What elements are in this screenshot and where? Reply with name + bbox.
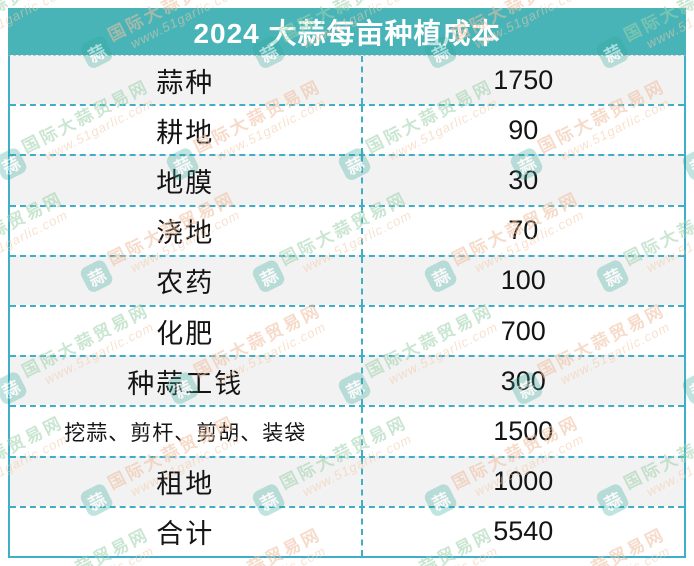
cost-item-label: 蒜种 xyxy=(10,56,363,105)
table-title-bar: 2024 大蒜每亩种植成本 xyxy=(8,8,686,55)
cost-item-value: 30 xyxy=(508,165,539,195)
table-row: 浇地 70 xyxy=(10,204,684,255)
page-title: 2024 大蒜每亩种植成本 xyxy=(193,17,501,49)
table-row: 地膜 30 xyxy=(10,154,684,205)
cost-item-label: 浇地 xyxy=(10,206,363,255)
cost-item-label: 租地 xyxy=(10,457,363,506)
cost-item-label: 耕地 xyxy=(10,106,363,155)
table-body: 蒜种 1750 耕地 90 地膜 30 浇地 70 农药 100 化肥 700 … xyxy=(8,55,686,558)
cost-table: 2024 大蒜每亩种植成本 蒜种 1750 耕地 90 地膜 30 浇地 70 … xyxy=(8,8,686,558)
table-row: 挖蒜、剪杆、剪胡、装袋 1500 xyxy=(10,405,684,456)
cost-item-value: 1000 xyxy=(493,466,554,497)
cost-item-label: 化肥 xyxy=(10,307,363,356)
table-row: 农药 100 xyxy=(10,254,684,306)
cost-item-value: 100 xyxy=(500,265,546,296)
cost-item-label: 合计 xyxy=(10,507,363,557)
cost-item-label: 挖蒜、剪杆、剪胡、装袋 xyxy=(10,407,363,456)
table-row: 租地 1000 xyxy=(10,455,684,506)
cost-item-label: 地膜 xyxy=(10,156,363,205)
cost-item-value: 90 xyxy=(508,114,539,145)
cost-item-label: 种蒜工钱 xyxy=(10,357,363,406)
cost-item-value: 300 xyxy=(500,365,546,396)
cost-item-value: 70 xyxy=(508,215,539,246)
table-row: 种蒜工钱 300 xyxy=(10,355,684,406)
cost-item-value: 700 xyxy=(500,315,546,346)
cost-item-value: 1750 xyxy=(493,64,554,95)
table-row: 蒜种 1750 xyxy=(10,56,684,105)
table-row: 合计 5540 xyxy=(10,505,684,557)
cost-item-label: 农药 xyxy=(10,256,363,306)
cost-item-value: 1500 xyxy=(493,416,554,447)
table-row: 耕地 90 xyxy=(10,104,684,155)
table-row: 化肥 700 xyxy=(10,305,684,356)
cost-item-value: 5540 xyxy=(493,516,554,547)
